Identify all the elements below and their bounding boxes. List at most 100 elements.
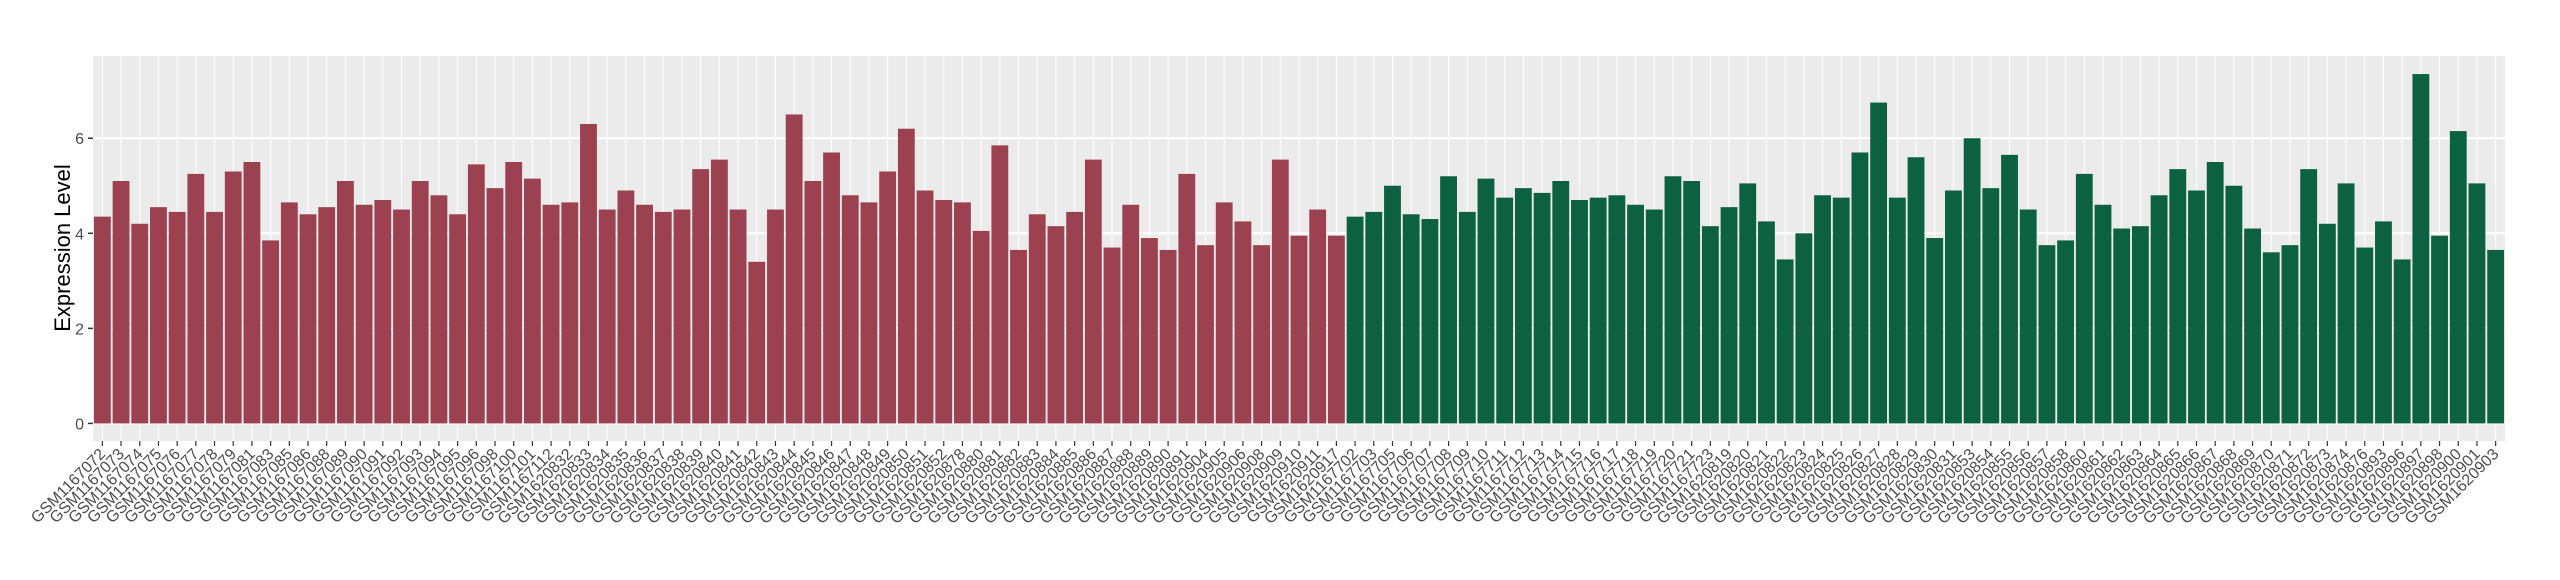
bar [1758,221,1775,424]
bar [767,209,784,424]
bar [318,207,336,424]
bar [2356,247,2374,424]
bar [785,114,803,424]
y-tick-label: 0 [75,416,84,433]
bar [1215,202,1233,424]
bar [2113,228,2131,424]
bar [2225,185,2243,424]
bar [617,190,635,424]
bar [168,211,186,424]
bar [860,202,878,424]
bar [1514,188,1532,424]
bar [1103,247,1121,424]
bar [710,159,728,424]
bar [486,188,504,424]
bar [654,211,672,424]
bar [1440,176,1457,424]
bar [393,209,410,424]
bar [449,214,467,424]
bar [1178,173,1196,424]
bar [1234,221,1252,424]
bar [729,209,747,424]
bar [206,211,223,424]
bar [1645,209,1663,424]
bar [692,169,710,424]
bar [636,204,653,424]
bar [1963,138,1981,424]
bar [1888,197,1906,424]
bar [748,261,766,424]
bar [1477,178,1495,424]
bar [1197,245,1214,424]
bar [935,200,953,424]
bar [2150,195,2168,424]
bar [430,195,448,424]
bar [374,200,392,424]
bar [224,171,242,424]
bar [2337,183,2355,424]
bar [1627,204,1644,424]
bar [2318,223,2336,424]
bar [954,202,971,424]
bar [1402,214,1420,424]
bar [1066,211,1084,424]
bar [1664,176,1682,424]
bar [1384,185,1401,424]
bar [1720,207,1738,424]
bar [1271,159,1289,424]
bar [1814,195,1831,424]
bar [2131,226,2149,424]
bar [991,145,1009,424]
bar [2206,161,2224,424]
bar [2375,221,2392,424]
bar [411,181,429,424]
bar [2075,173,2093,424]
y-tick-label: 2 [75,321,84,338]
bar [2019,209,2037,424]
bar [1028,214,1046,424]
bar [131,223,149,424]
bar [1290,235,1308,424]
bar [1346,216,1364,424]
bar [1851,152,1869,424]
bar [1159,249,1177,424]
bar [337,181,354,424]
bar [187,173,205,424]
bar [2468,183,2486,424]
bar [2038,245,2056,424]
bar [972,230,990,424]
bar [1309,209,1327,424]
bar [1982,188,2000,424]
bar [150,207,167,424]
bar [1683,181,1701,424]
bar [897,128,915,424]
bar [1945,190,1962,424]
bar [2094,204,2112,424]
bar [1739,183,1757,424]
bar [2244,228,2261,424]
bar [2057,240,2075,424]
bar [523,178,541,424]
bar [1795,233,1813,424]
bar [2169,169,2187,424]
bar [2393,259,2411,424]
bar [1122,204,1140,424]
bar [467,164,485,424]
bar [1589,197,1607,424]
bar [2449,131,2467,424]
bar [355,204,373,424]
bar [1832,197,1850,424]
bar [93,216,111,424]
bar [112,181,130,424]
bar [243,161,261,424]
bar [1458,211,1476,424]
bar [1327,235,1345,424]
bar [1552,181,1570,424]
bar [1533,192,1551,424]
bar [1253,245,1271,424]
bar [2431,235,2448,424]
y-tick-label: 4 [75,226,84,243]
bar [1010,249,1027,424]
bar [879,171,897,424]
